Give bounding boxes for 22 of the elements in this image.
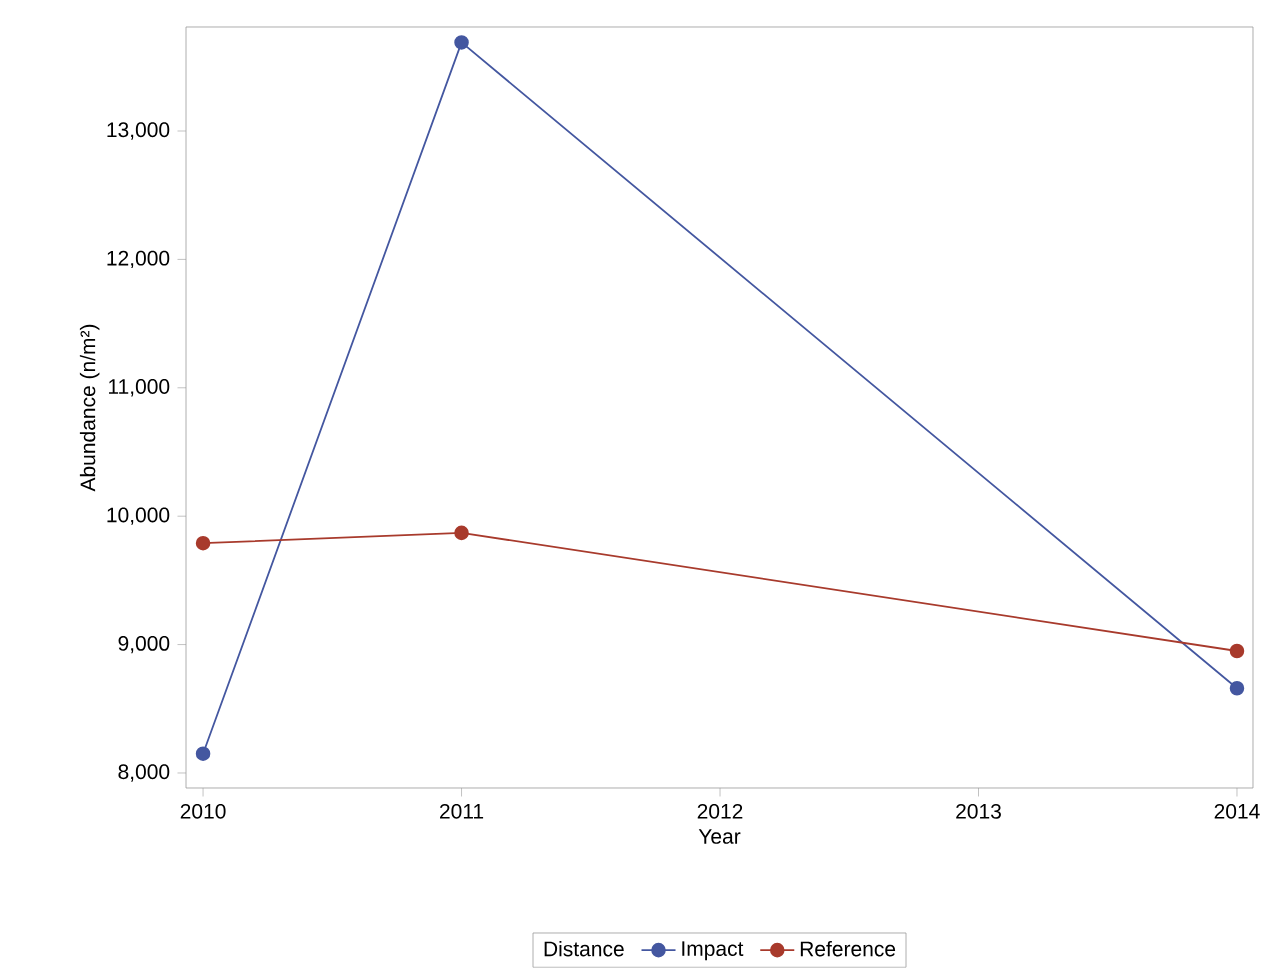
y-tick-label: 12,000 (107, 250, 170, 269)
point (195, 536, 211, 551)
y-tick-label: 11,000 (109, 379, 170, 397)
y-tick-label: 13,000 (107, 122, 170, 140)
y-axis-title: Abundance (n/m²) (79, 324, 100, 492)
legend-label: Impact (682, 941, 744, 961)
y-tick-label: 9,000 (118, 636, 170, 654)
x-axis-title: Year (698, 829, 741, 844)
point (454, 525, 469, 541)
x-tick-label: 2013 (956, 804, 1001, 819)
point (1229, 681, 1245, 696)
point (454, 35, 469, 50)
x-tick-label: 2010 (180, 804, 226, 819)
legend-label: Reference (800, 941, 896, 957)
x-tick-label: 2014 (1214, 804, 1260, 819)
legend-title: Distance (544, 941, 624, 957)
x-tick-label: 2012 (697, 804, 743, 819)
y-tick-label: 8,000 (118, 764, 170, 782)
y-tick-label: 10,000 (107, 507, 170, 526)
point (1229, 643, 1245, 659)
point (195, 746, 211, 762)
x-tick-label: 2011 (440, 804, 484, 819)
